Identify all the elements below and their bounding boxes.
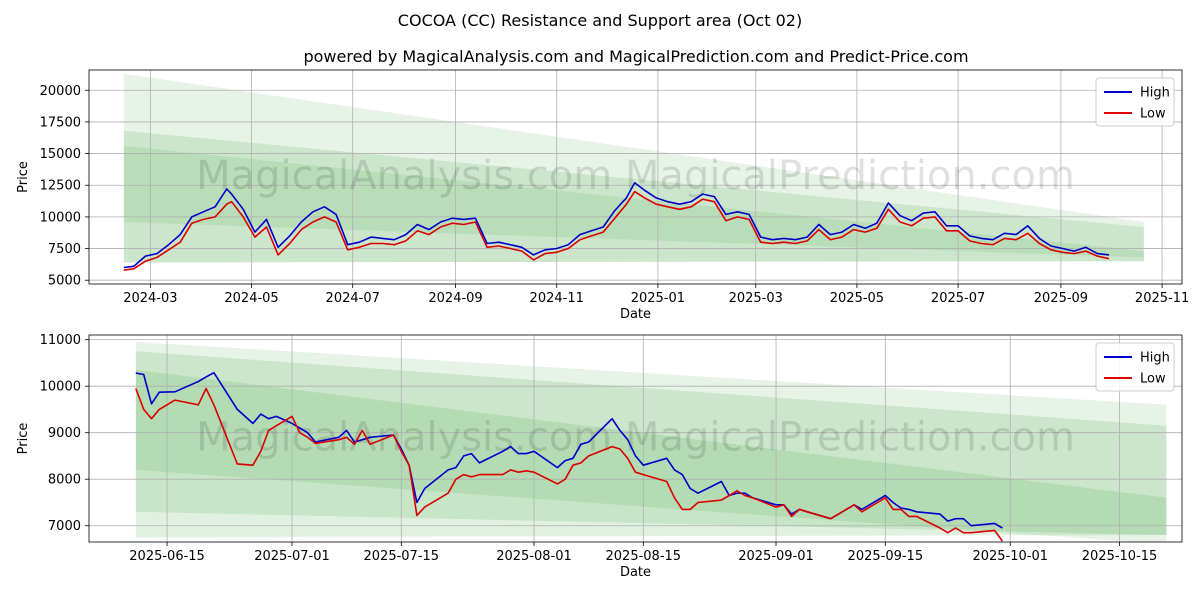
axes-frame bbox=[88, 334, 1183, 543]
y-tick-label: 10000 bbox=[40, 380, 81, 395]
series-group bbox=[123, 181, 1110, 271]
series-group bbox=[135, 371, 1004, 542]
y-tick-label: 7000 bbox=[48, 519, 81, 534]
legend-label-low: Low bbox=[1140, 107, 1166, 122]
x-tick-label: 2024-05 bbox=[224, 291, 278, 306]
legend: High Low bbox=[1095, 342, 1175, 392]
x-tick-label: 2025-10-15 bbox=[1082, 549, 1158, 564]
band-group bbox=[135, 341, 1167, 542]
band-2 bbox=[123, 145, 1144, 258]
x-tick-label: 2024-09 bbox=[428, 291, 482, 306]
y-tick-label: 20000 bbox=[40, 84, 81, 99]
y-tick-label: 11000 bbox=[40, 333, 81, 348]
y-axis-label: Price bbox=[16, 161, 31, 193]
x-tick-label: 2025-01 bbox=[631, 291, 685, 306]
y-tick-label: 9000 bbox=[48, 426, 81, 441]
x-tick-label: 2025-07-01 bbox=[254, 549, 330, 564]
legend-label-high: High bbox=[1140, 351, 1170, 366]
band-1 bbox=[123, 130, 1144, 263]
x-tick-label: 2025-07 bbox=[931, 291, 985, 306]
x-tick-label: 2025-03 bbox=[729, 291, 783, 306]
series-line-low bbox=[135, 387, 1004, 542]
figure-title: COCOA (CC) Resistance and Support area (… bbox=[398, 11, 802, 30]
x-tick-label: 2024-03 bbox=[123, 291, 177, 306]
watermark: MagicalAnalysis.com MagicalPrediction.co… bbox=[196, 415, 1075, 461]
y-axis-label: Price bbox=[16, 423, 31, 455]
y-tick-label: 12500 bbox=[40, 179, 81, 194]
legend-label-low: Low bbox=[1140, 372, 1166, 387]
x-tick-label: 2025-10-01 bbox=[972, 549, 1048, 564]
legend: High Low bbox=[1095, 77, 1175, 127]
x-tick-label: 2025-05 bbox=[830, 291, 884, 306]
band-0 bbox=[123, 73, 1144, 263]
x-tick-label: 2025-08-01 bbox=[496, 549, 572, 564]
x-tick-label: 2025-09-01 bbox=[738, 549, 814, 564]
x-tick-label: 2024-07 bbox=[326, 291, 380, 306]
band-0 bbox=[135, 341, 1167, 542]
x-tick-label: 2025-06-15 bbox=[129, 549, 205, 564]
x-axis-label: Date bbox=[620, 565, 651, 580]
grid bbox=[89, 335, 1182, 542]
y-tick-label: 8000 bbox=[48, 473, 81, 488]
chart-bottom: 2025-06-15 2025-07-01 2025-07-15 2025-08-01… bbox=[16, 333, 1183, 580]
y-tick-label: 10000 bbox=[40, 210, 81, 225]
figure-subtitle: powered by MagicalAnalysis.com and Magic… bbox=[303, 47, 968, 66]
x-axis-label: Date bbox=[620, 307, 651, 322]
band-group bbox=[123, 73, 1144, 263]
band-1 bbox=[135, 351, 1167, 536]
y-tick-label: 15000 bbox=[40, 147, 81, 162]
y-tick-label: 5000 bbox=[48, 274, 81, 289]
x-tick-label: 2025-07-15 bbox=[364, 549, 440, 564]
chart-top: 2024-03 2024-05 2024-07 2024-09 2024-11 2025-… bbox=[16, 69, 1189, 322]
series-line-low bbox=[123, 190, 1110, 271]
y-tick-label: 7500 bbox=[48, 242, 81, 257]
legend-label-high: High bbox=[1140, 86, 1170, 101]
series-line-high bbox=[123, 181, 1110, 269]
band-2 bbox=[135, 369, 1167, 538]
x-tick-label: 2024-11 bbox=[530, 291, 584, 306]
axes-frame bbox=[88, 69, 1183, 285]
x-tick-label: 2025-11 bbox=[1135, 291, 1189, 306]
x-tick-label: 2025-09 bbox=[1034, 291, 1088, 306]
x-tick-label: 2025-09-15 bbox=[848, 549, 924, 564]
x-tick-label: 2025-08-15 bbox=[606, 549, 682, 564]
y-tick-label: 17500 bbox=[40, 115, 81, 130]
